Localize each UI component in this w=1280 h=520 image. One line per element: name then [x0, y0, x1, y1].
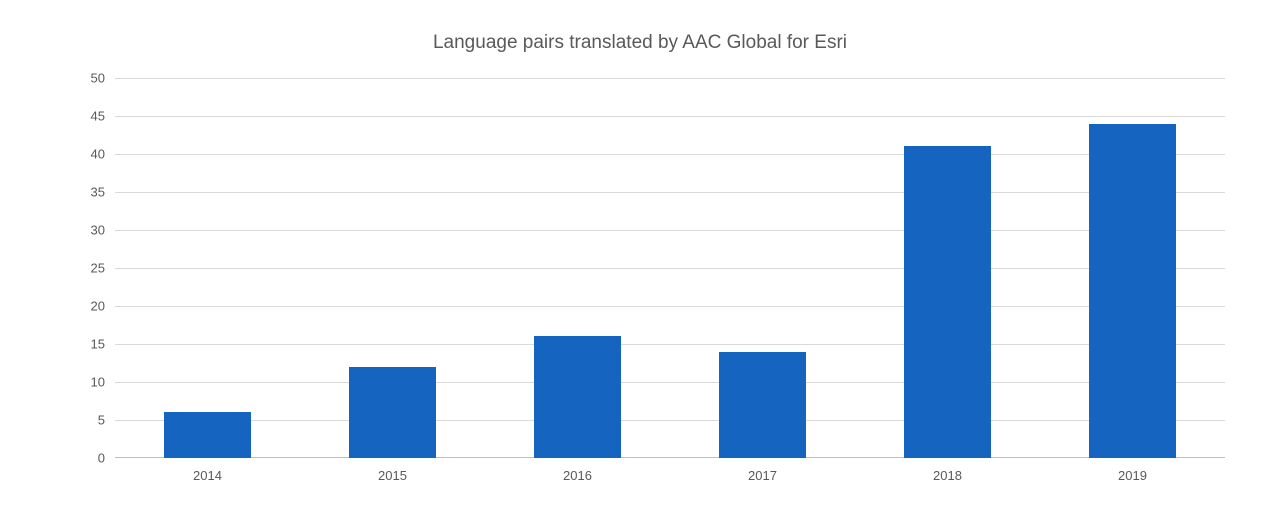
x-tick-label: 2015 — [378, 458, 407, 483]
bar — [1089, 124, 1176, 458]
gridline — [115, 230, 1225, 231]
y-tick-label: 0 — [98, 451, 115, 466]
bar — [164, 412, 251, 458]
x-tick-label: 2016 — [563, 458, 592, 483]
gridline — [115, 268, 1225, 269]
x-tick-label: 2019 — [1118, 458, 1147, 483]
y-tick-label: 35 — [91, 185, 115, 200]
x-axis-line — [115, 457, 1225, 458]
gridline — [115, 420, 1225, 421]
gridline — [115, 306, 1225, 307]
chart-container: Language pairs translated by AAC Global … — [0, 0, 1280, 520]
y-tick-label: 15 — [91, 337, 115, 352]
x-tick-label: 2018 — [933, 458, 962, 483]
x-tick-label: 2014 — [193, 458, 222, 483]
y-tick-label: 30 — [91, 223, 115, 238]
plot-area: 0510152025303540455020142015201620172018… — [115, 78, 1225, 458]
y-tick-label: 45 — [91, 109, 115, 124]
gridline — [115, 344, 1225, 345]
y-tick-label: 40 — [91, 147, 115, 162]
gridline — [115, 192, 1225, 193]
y-tick-label: 50 — [91, 71, 115, 86]
y-tick-label: 20 — [91, 299, 115, 314]
bar — [349, 367, 436, 458]
bar — [534, 336, 621, 458]
bar — [719, 352, 806, 458]
gridline — [115, 154, 1225, 155]
gridline — [115, 116, 1225, 117]
chart-title: Language pairs translated by AAC Global … — [0, 32, 1280, 54]
bar — [904, 146, 991, 458]
gridline — [115, 382, 1225, 383]
x-tick-label: 2017 — [748, 458, 777, 483]
y-tick-label: 5 — [98, 413, 115, 428]
y-tick-label: 25 — [91, 261, 115, 276]
gridline — [115, 78, 1225, 79]
y-tick-label: 10 — [91, 375, 115, 390]
